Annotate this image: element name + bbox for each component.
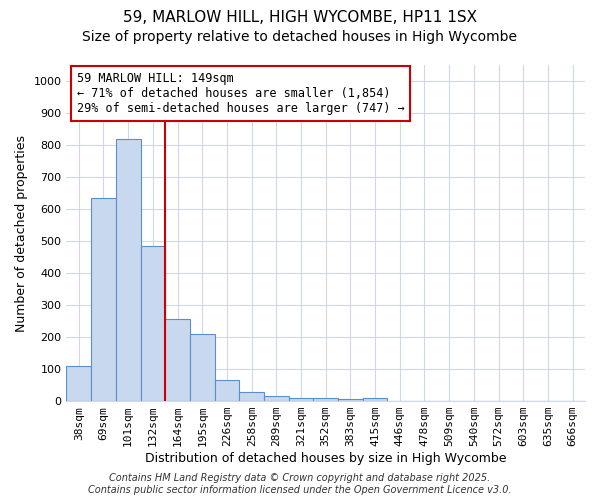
Bar [239,392,264,401]
Bar [165,320,190,401]
Bar [215,380,239,401]
Bar [91,198,116,401]
Bar [116,138,140,401]
Text: 59, MARLOW HILL, HIGH WYCOMBE, HP11 1SX: 59, MARLOW HILL, HIGH WYCOMBE, HP11 1SX [123,10,477,25]
Bar [264,396,289,401]
Bar [140,246,165,401]
X-axis label: Distribution of detached houses by size in High Wycombe: Distribution of detached houses by size … [145,452,506,465]
Bar [363,398,388,401]
Bar [289,398,313,401]
Text: 59 MARLOW HILL: 149sqm
← 71% of detached houses are smaller (1,854)
29% of semi-: 59 MARLOW HILL: 149sqm ← 71% of detached… [77,72,404,114]
Text: Size of property relative to detached houses in High Wycombe: Size of property relative to detached ho… [83,30,517,44]
Bar [338,400,363,401]
Bar [313,398,338,401]
Bar [67,366,91,401]
Y-axis label: Number of detached properties: Number of detached properties [15,134,28,332]
Bar [190,334,215,401]
Text: Contains HM Land Registry data © Crown copyright and database right 2025.
Contai: Contains HM Land Registry data © Crown c… [88,474,512,495]
